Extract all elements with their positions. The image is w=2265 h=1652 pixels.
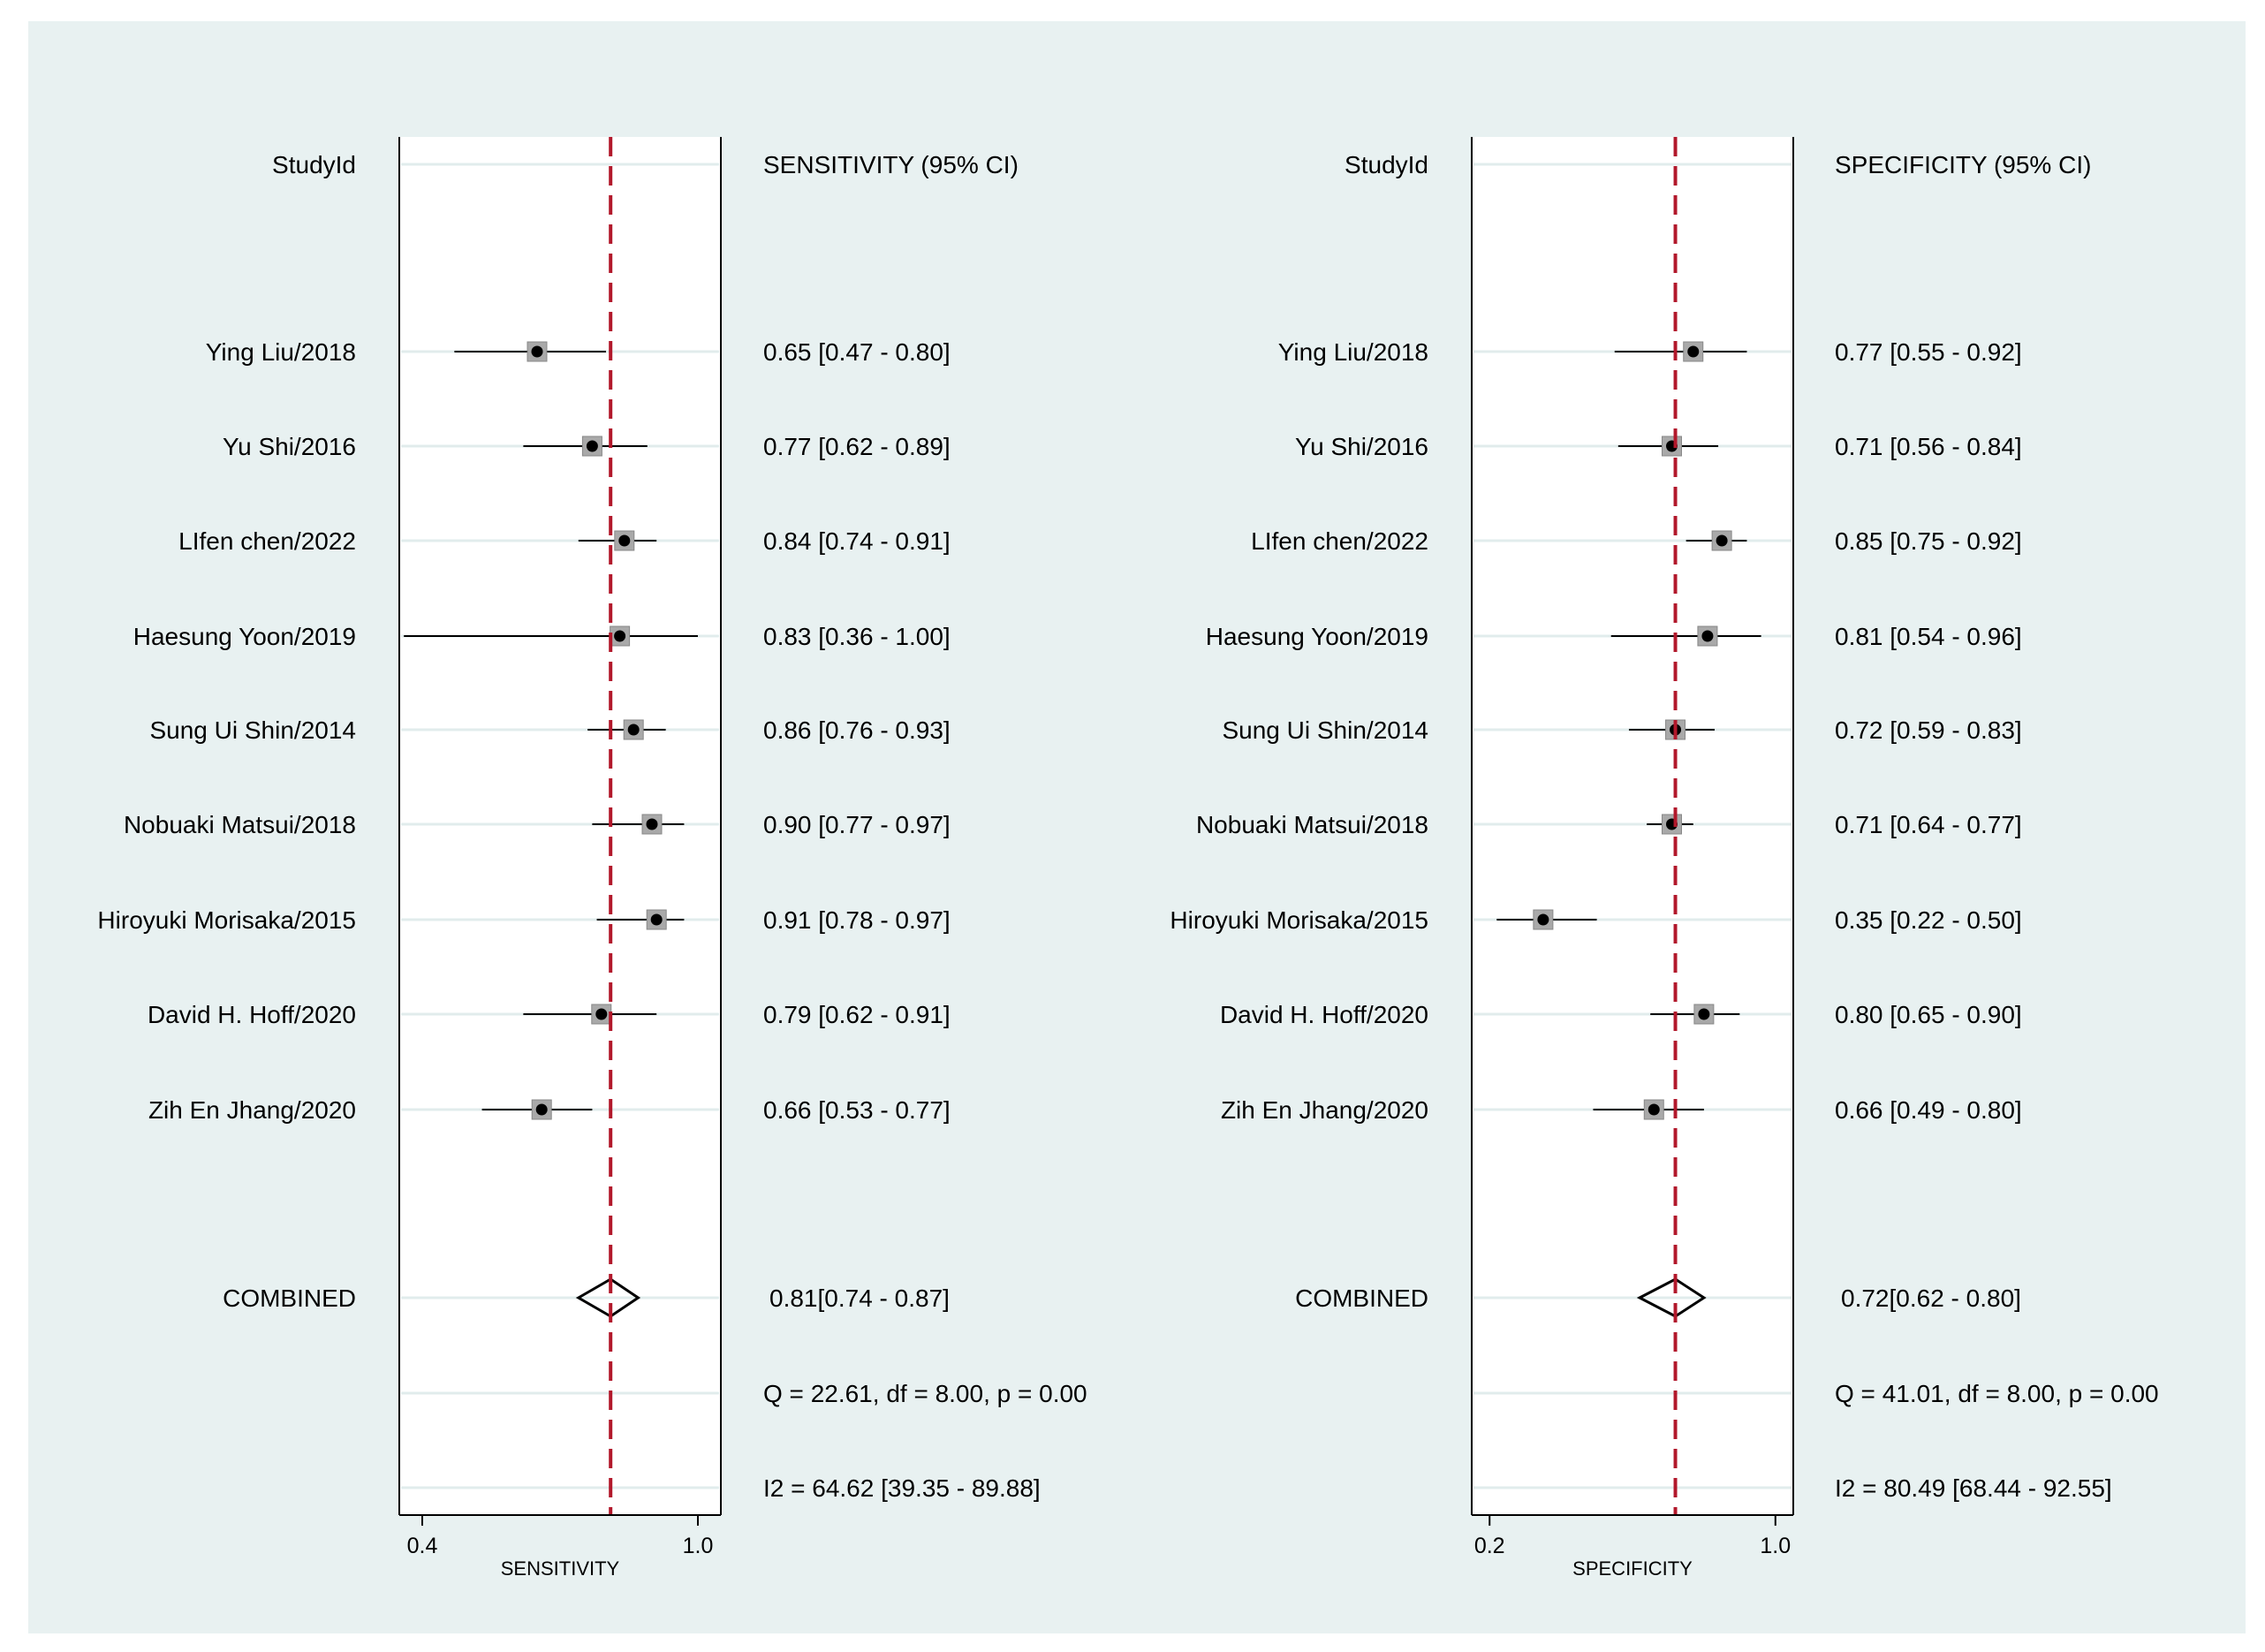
study-label: Ying Liu/2018 (1278, 338, 1428, 366)
study-ci-text: 0.35 [0.22 - 0.50] (1835, 906, 2022, 934)
study-ci-text: 0.86 [0.76 - 0.93] (763, 716, 951, 744)
study-ci-text: 0.91 [0.78 - 0.97] (763, 906, 951, 934)
study-point-estimate (1687, 345, 1700, 358)
study-ci-text: 0.77 [0.62 - 0.89] (763, 433, 951, 460)
study-ci-text: 0.79 [0.62 - 0.91] (763, 1001, 951, 1028)
study-point-estimate (531, 345, 543, 358)
specificity-combined-diamond (1636, 1277, 1707, 1318)
study-ci-text: 0.71 [0.56 - 0.84] (1835, 433, 2022, 460)
study-ci-text: 0.65 [0.47 - 0.80] (763, 338, 951, 366)
specificity-combined-ci-text: 0.72[0.62 - 0.80] (1841, 1284, 2021, 1312)
sensitivity-header-label: StudyId (272, 151, 356, 178)
study-label: Nobuaki Matsui/2018 (124, 811, 356, 838)
specificity-plot-area (1472, 137, 1793, 1515)
study-label: David H. Hoff/2020 (1220, 1001, 1428, 1028)
study-label: LIfen chen/2022 (178, 527, 356, 555)
study-ci-text: 0.84 [0.74 - 0.91] (763, 527, 951, 555)
study-label: Yu Shi/2016 (223, 433, 356, 460)
study-label: LIfen chen/2022 (1251, 527, 1428, 555)
sensitivity-combined-label: COMBINED (223, 1284, 356, 1312)
study-point-estimate (586, 440, 598, 452)
specificity-x-tick-label: 0.2 (1474, 1534, 1505, 1558)
sensitivity-x-tick-label: 1.0 (683, 1534, 714, 1558)
study-label: Haesung Yoon/2019 (1206, 623, 1428, 650)
specificity-header-label: StudyId (1345, 151, 1428, 178)
study-label: David H. Hoff/2020 (148, 1001, 356, 1028)
specificity-x-tick-label: 1.0 (1760, 1534, 1791, 1558)
study-point-estimate (618, 534, 631, 547)
study-ci-text: 0.71 [0.64 - 0.77] (1835, 811, 2022, 838)
graph-region (28, 21, 2246, 1633)
study-point-estimate (595, 1008, 608, 1020)
study-label: Yu Shi/2016 (1295, 433, 1428, 460)
study-point-estimate (1698, 1008, 1710, 1020)
study-point-estimate (535, 1103, 548, 1116)
study-point-estimate (627, 724, 640, 736)
specificity-x-axis-label: SPECIFICITY (1572, 1557, 1693, 1580)
sensitivity-x-tick-label: 0.4 (407, 1534, 438, 1558)
study-ci-text: 0.90 [0.77 - 0.97] (763, 811, 951, 838)
study-label: Sung Ui Shin/2014 (1222, 716, 1428, 744)
study-ci-text: 0.85 [0.75 - 0.92] (1835, 527, 2022, 555)
sensitivity-heterogeneity-i2: I2 = 64.62 [39.35 - 89.88] (763, 1474, 1041, 1502)
study-point-estimate (650, 913, 663, 926)
sensitivity-combined-ci-text: 0.81[0.74 - 0.87] (769, 1284, 950, 1312)
study-label: Hiroyuki Morisaka/2015 (1170, 906, 1428, 934)
study-point-estimate (1648, 1103, 1660, 1116)
study-ci-text: 0.77 [0.55 - 0.92] (1835, 338, 2022, 366)
study-point-estimate (1701, 630, 1714, 642)
sensitivity-panel: StudyId SENSITIVITY (95% CI) Ying Liu/2018… (97, 137, 1087, 1580)
study-label: Zih En Jhang/2020 (148, 1096, 356, 1124)
study-label: Sung Ui Shin/2014 (149, 716, 356, 744)
study-label: Nobuaki Matsui/2018 (1196, 811, 1428, 838)
specificity-header-value: SPECIFICITY (95% CI) (1835, 151, 2091, 178)
sensitivity-header-value: SENSITIVITY (95% CI) (763, 151, 1019, 178)
study-ci-text: 0.81 [0.54 - 0.96] (1835, 623, 2022, 650)
study-point-estimate (646, 818, 658, 830)
study-point-estimate (614, 630, 626, 642)
specificity-combined-label: COMBINED (1295, 1284, 1428, 1312)
study-ci-text: 0.66 [0.49 - 0.80] (1835, 1096, 2022, 1124)
specificity-panel: StudyId SPECIFICITY (95% CI) Ying Liu/2018… (1170, 137, 2159, 1580)
study-ci-text: 0.80 [0.65 - 0.90] (1835, 1001, 2022, 1028)
study-label: Zih En Jhang/2020 (1221, 1096, 1428, 1124)
study-ci-text: 0.83 [0.36 - 1.00] (763, 623, 951, 650)
study-label: Ying Liu/2018 (206, 338, 356, 366)
study-point-estimate (1537, 913, 1549, 926)
study-label: Hiroyuki Morisaka/2015 (97, 906, 356, 934)
study-label: Haesung Yoon/2019 (133, 623, 356, 650)
study-ci-text: 0.72 [0.59 - 0.83] (1835, 716, 2022, 744)
study-ci-text: 0.66 [0.53 - 0.77] (763, 1096, 951, 1124)
sensitivity-combined-diamond (575, 1277, 641, 1318)
sensitivity-heterogeneity-q: Q = 22.61, df = 8.00, p = 0.00 (763, 1380, 1087, 1407)
study-point-estimate (1716, 534, 1728, 547)
specificity-heterogeneity-q: Q = 41.01, df = 8.00, p = 0.00 (1835, 1380, 2159, 1407)
sensitivity-plot-area (399, 137, 721, 1515)
specificity-heterogeneity-i2: I2 = 80.49 [68.44 - 92.55] (1835, 1474, 2112, 1502)
sensitivity-x-axis-label: SENSITIVITY (501, 1557, 620, 1580)
